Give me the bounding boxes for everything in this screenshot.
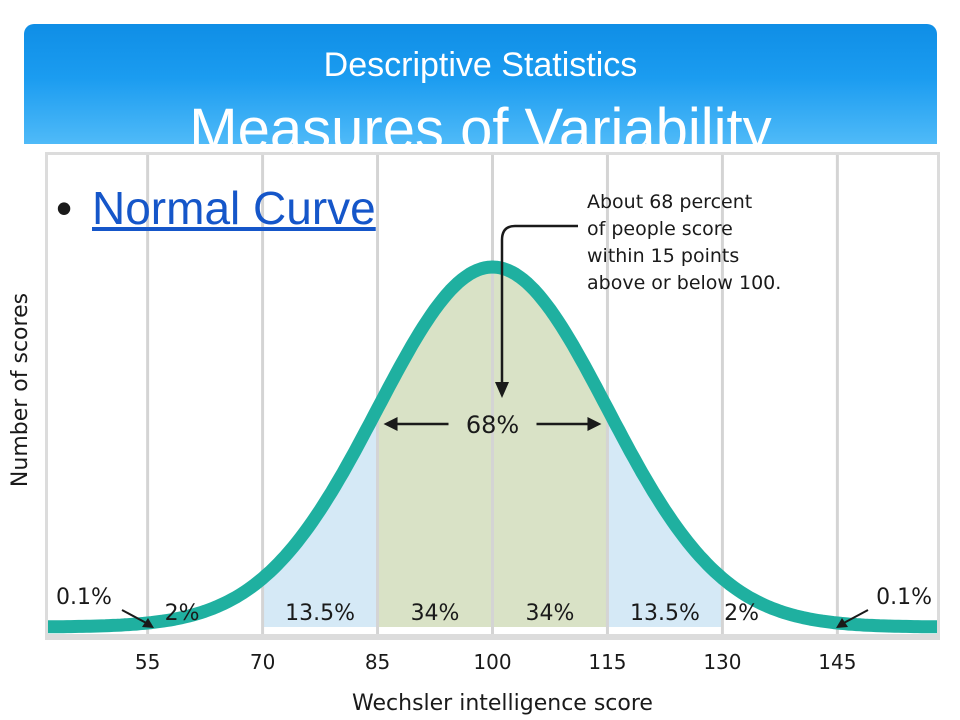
- left-tail-arrowhead: [142, 618, 154, 628]
- annotation-leader: [500, 224, 578, 385]
- region-label-0: 0.1%: [56, 585, 112, 610]
- region-label-3: 34%: [411, 601, 460, 626]
- right-tail-arrowhead: [836, 618, 848, 628]
- bullet-marker: •: [56, 182, 73, 234]
- normal-curve-link[interactable]: Normal Curve: [92, 182, 376, 234]
- slide-title: Measures of Variability: [189, 97, 772, 162]
- x-tick-label-100: 100: [473, 650, 511, 674]
- x-tick-label-115: 115: [588, 650, 626, 674]
- bell-curve: [45, 260, 940, 634]
- region-label-4: 34%: [526, 601, 575, 626]
- annotation-line: above or below 100.: [587, 272, 781, 294]
- x-tick-label-85: 85: [365, 650, 390, 674]
- span-label: 68%: [466, 411, 519, 439]
- region-label-7: 0.1%: [876, 585, 932, 610]
- span-arrowhead-left: [383, 417, 398, 431]
- region-label-5: 13.5%: [630, 601, 700, 626]
- annotation-line: of people score: [587, 218, 733, 240]
- bullet-item: • Normal Curve: [56, 180, 376, 240]
- annotation-line: within 15 points: [587, 245, 739, 267]
- annotation-line: About 68 percent: [587, 191, 752, 213]
- region-label-6: 2%: [724, 601, 759, 626]
- y-axis-label: Number of scores: [8, 293, 33, 487]
- x-tick-label-70: 70: [250, 650, 275, 674]
- x-tick-label-130: 130: [703, 650, 741, 674]
- x-tick-label-55: 55: [135, 650, 160, 674]
- region-label-1: 2%: [165, 601, 200, 626]
- x-axis-label: Wechsler intelligence score: [352, 691, 653, 716]
- annotation-arrowhead: [495, 382, 509, 398]
- x-tick-label-145: 145: [818, 650, 856, 674]
- annotation-text: About 68 percent of people score within 15…: [587, 191, 781, 294]
- title-banner: Descriptive Statistics Measures of Varia…: [24, 24, 937, 162]
- span-arrowhead-right: [587, 417, 602, 431]
- slide-subtitle: Descriptive Statistics: [323, 46, 638, 84]
- region-label-2: 13.5%: [285, 601, 355, 626]
- x-axis-line: [45, 634, 940, 640]
